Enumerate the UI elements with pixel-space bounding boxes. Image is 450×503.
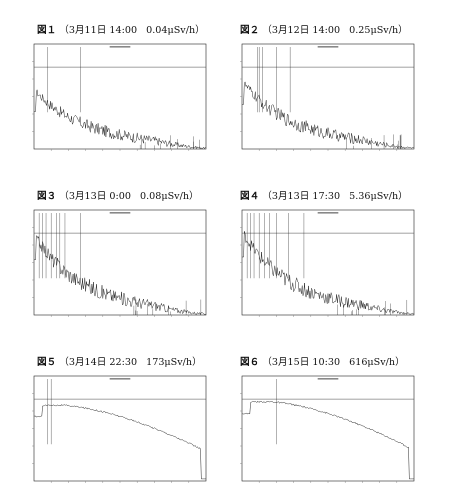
figure-dose: 616μSv/h） <box>349 357 405 368</box>
plot-frame <box>33 209 207 316</box>
figure-number: 図１ <box>37 25 57 36</box>
figure-caption-4: 図４ （3月13日 17:30 5.36μSv/h） <box>240 188 408 202</box>
figure-date: （3月15日 <box>262 357 310 368</box>
plot-frame <box>241 375 415 482</box>
plot-frame <box>33 375 207 482</box>
spectrum-chart-2 <box>240 43 415 151</box>
figure-number: 図２ <box>240 25 260 36</box>
figure-dose: 173μSv/h） <box>146 357 202 368</box>
figure-number: 図３ <box>37 191 57 202</box>
spectrum-trace <box>33 404 206 480</box>
spectrum-trace <box>34 235 206 315</box>
figure-date: （3月11日 <box>59 25 107 36</box>
figure-time: 10:30 <box>312 357 341 368</box>
spectrum-chart-1 <box>32 43 207 151</box>
figure-date: （3月14日 <box>59 357 107 368</box>
figure-number: 図６ <box>240 357 260 368</box>
plot-header-mark <box>109 46 131 48</box>
figure-dose: 5.36μSv/h） <box>349 191 408 202</box>
figure-time: 17:30 <box>312 191 341 202</box>
figure-time: 22:30 <box>109 357 138 368</box>
figure-number: 図４ <box>240 191 260 202</box>
figure-dose: 0.04μSv/h） <box>146 25 205 36</box>
spectrum-chart-3 <box>32 209 207 317</box>
plot-frame <box>33 43 207 150</box>
figure-number: 図５ <box>37 357 57 368</box>
spectrum-chart-6 <box>240 375 415 483</box>
plot-header-mark <box>109 212 131 214</box>
spectrum-chart-4 <box>240 209 415 317</box>
figure-time: 0:00 <box>109 191 131 202</box>
spectrum-trace <box>241 400 414 480</box>
figure-date: （3月12日 <box>262 25 310 36</box>
plot-header-mark <box>317 46 339 48</box>
plot-frame <box>241 209 415 316</box>
plot-header-mark <box>109 378 131 380</box>
figure-date: （3月13日 <box>59 191 107 202</box>
figure-caption-2: 図２ （3月12日 14:00 0.25μSv/h） <box>240 22 408 36</box>
plot-header-mark <box>317 378 339 380</box>
plot-header-mark <box>317 212 339 214</box>
spectrum-trace <box>242 81 415 149</box>
spectrum-chart-5 <box>32 375 207 483</box>
figure-dose: 0.08μSv/h） <box>140 191 199 202</box>
figure-time: 14:00 <box>312 25 341 36</box>
figure-caption-6: 図６ （3月15日 10:30 616μSv/h） <box>240 354 405 368</box>
plot-frame <box>241 43 415 150</box>
figure-dose: 0.25μSv/h） <box>349 25 408 36</box>
figure-caption-5: 図５ （3月14日 22:30 173μSv/h） <box>37 354 202 368</box>
figure-time: 14:00 <box>109 25 138 36</box>
figure-caption-3: 図３ （3月13日 0:00 0.08μSv/h） <box>37 188 199 202</box>
figure-date: （3月13日 <box>262 191 310 202</box>
figure-caption-1: 図１ （3月11日 14:00 0.04μSv/h） <box>37 22 205 36</box>
